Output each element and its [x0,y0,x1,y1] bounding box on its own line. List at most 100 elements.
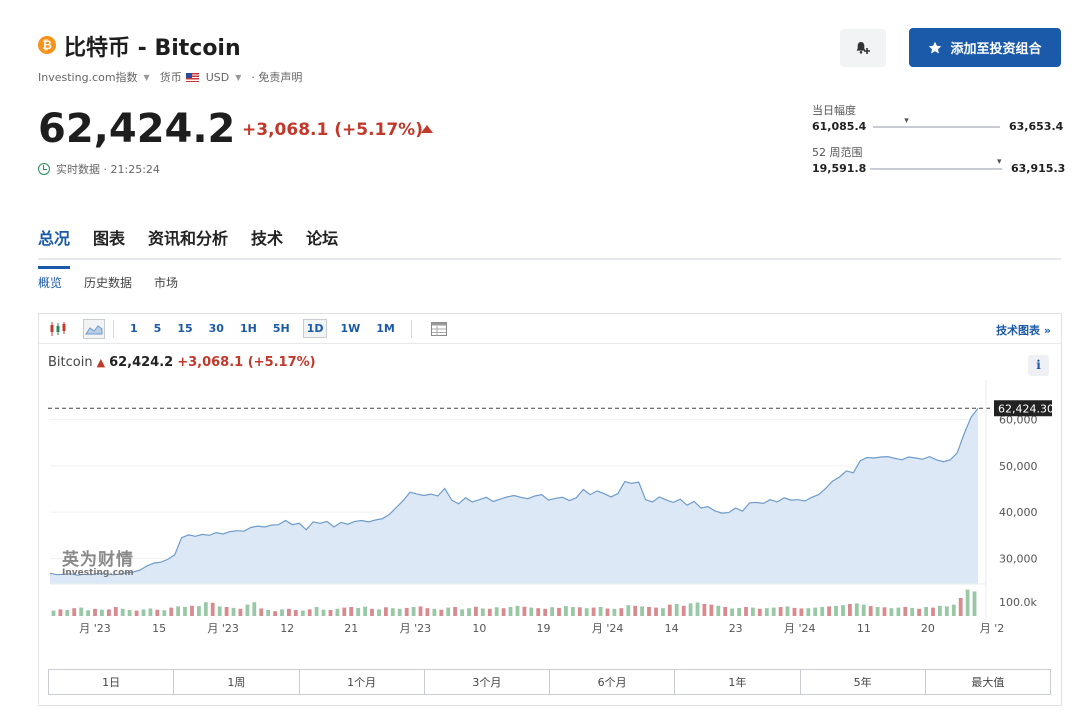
volume-bar [342,607,347,616]
period-5y[interactable]: 5年 [801,670,926,694]
y-tick-label: 30,000 [999,553,1038,566]
volume-bar [162,610,167,616]
volume-bar [778,607,783,616]
add-to-portfolio-button[interactable]: 添加至投资组合 [909,28,1061,67]
volume-bar [875,607,880,616]
clock-icon [38,163,50,175]
volume-bar [571,607,575,616]
tab-forum[interactable]: 论坛 [306,229,339,248]
bell-plus-icon [856,42,870,54]
y-tick-label: 60,000 [999,413,1038,426]
volume-bar [951,604,956,616]
volume-bar [293,610,298,616]
currency-dropdown[interactable]: USD [205,70,230,84]
tab-overview[interactable]: 总况 [38,222,71,269]
volume-bar [820,607,825,616]
volume-bar [903,607,908,616]
period-3m[interactable]: 3个月 [425,670,550,694]
volume-bar [612,608,617,616]
info-button[interactable]: i [1028,355,1049,376]
volume-bar [467,608,471,616]
volume-bar [834,605,838,616]
x-tick-label: 月 '23 [207,622,239,635]
interval-30[interactable]: 30 [208,322,224,335]
investing-watermark-logo: 英为财情 Investing.com [62,545,134,578]
disclaimer-link[interactable]: · 免责声明 [251,71,303,84]
interval-1h[interactable]: 1H [239,322,257,335]
volume-bar [231,607,236,616]
subtab-summary[interactable]: 概览 [38,276,63,290]
interval-15[interactable]: 15 [177,322,193,335]
index-source-dropdown[interactable]: Investing.com指数 [38,71,138,84]
volume-bar [79,607,84,616]
period-1d[interactable]: 1日 [49,670,175,694]
area-chart-icon[interactable] [83,318,105,339]
volume-bar [688,603,693,616]
volume-bar [667,604,672,616]
volume-bar [813,607,818,616]
interval-1w[interactable]: 1W [340,322,361,335]
volume-bar [965,589,970,616]
realtime-label: 实时数据 · 21:25:24 [56,163,160,176]
interval-1m[interactable]: 1M [376,322,395,335]
period-1y[interactable]: 1年 [675,670,801,694]
volume-bar [390,608,395,616]
volume-bar [785,606,790,616]
volume-bar [944,606,949,616]
x-tick-label: 月 '23 [400,622,432,635]
tab-chart[interactable]: 图表 [93,229,126,248]
period-1w[interactable]: 1周 [174,670,300,694]
volume-bar [861,604,866,616]
volume-bar [508,607,513,616]
period-1m[interactable]: 1个月 [300,670,425,694]
volume-bar [868,606,873,616]
volume-bar [730,608,734,616]
volume-bar [460,609,464,616]
volume-bar [190,605,194,616]
volume-bar [273,611,277,616]
technical-chart-link[interactable]: 技术图表 » [996,324,1051,337]
subtab-markets[interactable]: 市场 [154,276,179,290]
volume-tick-label: 100.0k [999,596,1037,609]
interval-1[interactable]: 1 [130,322,138,335]
up-arrow-icon: ▲ [96,356,106,369]
volume-bar [480,608,485,616]
interval-1d[interactable]: 1D [302,319,328,338]
x-tick-label: 23 [729,622,743,635]
candlestick-chart-icon[interactable] [47,319,69,339]
volume-bar [328,610,333,616]
volume-bar [910,607,915,616]
volume-bar [127,610,132,616]
tab-technical[interactable]: 技术 [251,229,284,248]
main-tabs: 总况 图表 资讯和分析 技术 论坛 [38,222,1061,269]
volume-bar [619,608,624,616]
volume-bar [723,607,728,616]
add-to-portfolio-label: 添加至投资组合 [950,42,1042,57]
volume-bar [335,608,340,616]
volume-bar [141,609,146,616]
period-max[interactable]: 最大值 [971,676,1005,689]
volume-bar [709,604,714,616]
create-alert-button[interactable] [840,29,886,67]
volume-bar [654,607,658,616]
x-tick-label: 月 '24 [592,622,624,635]
day-range-bar [873,126,1000,128]
volume-bar [384,607,388,616]
volume-bar [827,606,831,616]
period-6m[interactable]: 6个月 [550,670,676,694]
volume-bar [134,610,139,616]
interval-5[interactable]: 5 [153,322,162,335]
volume-bar [848,604,852,616]
volume-bar [854,603,859,616]
tab-news-analysis[interactable]: 资讯和分析 [148,229,229,248]
table-view-icon[interactable] [428,319,450,339]
x-tick-label: 月 '24 [784,622,816,635]
subtab-historical-data[interactable]: 历史数据 [84,276,133,290]
volume-bar [501,608,506,616]
volume-bar [397,608,402,616]
volume-bar [93,608,97,616]
volume-bar [744,607,748,616]
volume-bar [896,607,901,616]
interval-5h[interactable]: 5H [272,322,290,335]
volume-bar [917,608,921,616]
